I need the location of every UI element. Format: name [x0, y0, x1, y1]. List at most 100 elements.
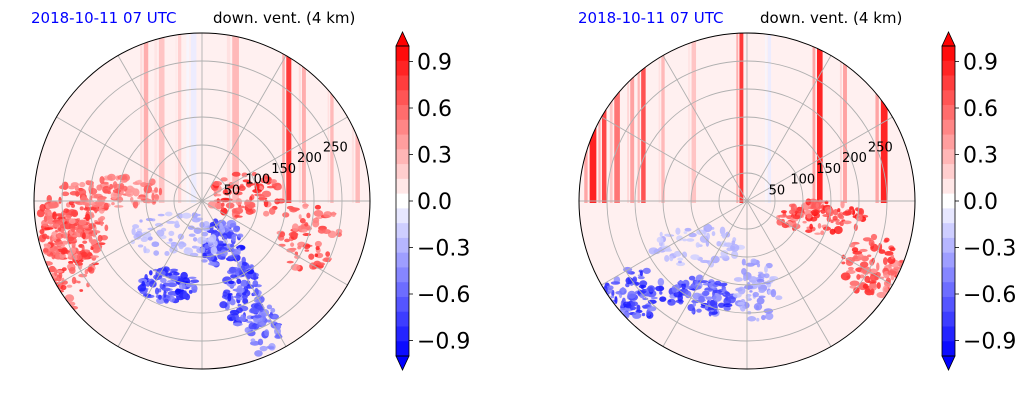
echo-mark [52, 288, 58, 292]
echo-mark [314, 204, 322, 210]
streak-mark [687, 33, 691, 203]
echo-mark [79, 181, 86, 188]
echo-mark [237, 233, 244, 238]
echo-mark [240, 279, 249, 287]
colorbar: 0.9 0.6 0.3 0.0 −0.3 −0.6 −0.9 [395, 31, 470, 371]
echo-mark [298, 214, 302, 220]
echo-mark [749, 290, 753, 293]
echo-mark [231, 248, 239, 252]
echo-mark [656, 236, 664, 243]
echo-mark [154, 193, 160, 201]
echo-mark [158, 187, 163, 196]
echo-mark [188, 289, 193, 294]
colorbar-tick-label: 0.0 [417, 190, 452, 215]
echo-mark [143, 185, 153, 194]
echo-mark [61, 299, 65, 304]
echo-mark [161, 287, 171, 292]
echo-mark [647, 306, 657, 312]
echo-mark [806, 213, 812, 219]
echo-mark [686, 238, 695, 242]
echo-mark [174, 220, 180, 229]
streak-mark [584, 33, 588, 203]
echo-mark [857, 208, 865, 216]
colorbar-tick-label: −0.3 [417, 237, 470, 262]
echo-mark [107, 173, 116, 181]
echo-mark [181, 212, 192, 219]
echo-mark [758, 289, 766, 294]
echo-mark [668, 299, 672, 303]
echo-mark [59, 185, 68, 190]
colorbar-segment [396, 223, 409, 239]
colorbar-segment [396, 326, 409, 342]
echo-mark [111, 202, 115, 206]
echo-mark [39, 228, 45, 235]
colorbar-segment [396, 60, 409, 77]
radial-tick-label: 150 [271, 162, 296, 177]
echo-mark [220, 197, 231, 203]
echo-mark [853, 286, 860, 294]
echo-mark [164, 269, 169, 277]
echo-mark [194, 213, 201, 217]
echo-mark [233, 295, 241, 299]
echo-mark [232, 322, 243, 327]
echo-mark [304, 222, 309, 227]
echo-mark [242, 292, 247, 296]
echo-mark [681, 281, 686, 290]
colorbar-segment [396, 341, 409, 357]
echo-mark [200, 259, 208, 263]
echo-mark [714, 280, 722, 286]
echo-mark [698, 295, 705, 304]
echo-mark [68, 260, 74, 265]
echo-mark [653, 248, 661, 255]
streak-mark [177, 33, 182, 203]
echo-mark [821, 210, 825, 213]
streak-mark [843, 33, 847, 203]
echo-mark [849, 206, 854, 210]
echo-mark [677, 257, 684, 261]
echo-mark [222, 188, 232, 196]
colorbar-segment [942, 341, 955, 357]
polar-plot-left: 2018-10-11 07 UTC down. vent. (4 km) 50 1… [31, 9, 470, 371]
colorbar-tick-label: −0.3 [963, 237, 1016, 262]
streak-mark [614, 33, 620, 203]
echo-mark [156, 229, 165, 237]
echo-mark [100, 220, 104, 227]
streak-mark [301, 33, 306, 203]
echo-mark [682, 238, 687, 242]
echo-mark [859, 261, 869, 268]
echo-mark [48, 265, 56, 273]
echo-mark [99, 176, 105, 184]
echo-mark [55, 298, 65, 304]
echo-mark [119, 183, 125, 190]
echo-mark [862, 283, 869, 289]
streak-mark [298, 33, 301, 203]
echo-mark [259, 345, 268, 352]
echo-mark [890, 254, 895, 260]
echo-mark [882, 257, 888, 265]
echo-mark [258, 194, 266, 202]
echo-mark [796, 206, 804, 212]
echo-mark [66, 236, 75, 242]
radial-tick-label: 250 [868, 140, 893, 155]
echo-mark [659, 231, 663, 237]
echo-mark [67, 252, 73, 258]
colorbar-tick-label: −0.6 [963, 283, 1016, 308]
echo-mark [719, 282, 728, 287]
streak-mark [226, 33, 231, 203]
colorbar-segment [942, 164, 955, 180]
echo-mark [52, 223, 60, 228]
radial-tick-label: 200 [297, 151, 322, 166]
echo-mark [145, 217, 154, 222]
echo-mark [54, 268, 58, 277]
echo-mark [42, 248, 49, 253]
echo-mark [43, 243, 51, 249]
colorbar-segment [942, 193, 955, 209]
echo-mark [848, 266, 854, 271]
colorbar-segment [942, 46, 955, 62]
echo-mark [235, 287, 245, 294]
echo-mark [741, 258, 746, 266]
echo-mark [291, 223, 299, 232]
echo-mark [817, 223, 822, 229]
echo-mark [810, 200, 815, 209]
echo-mark [659, 291, 663, 295]
